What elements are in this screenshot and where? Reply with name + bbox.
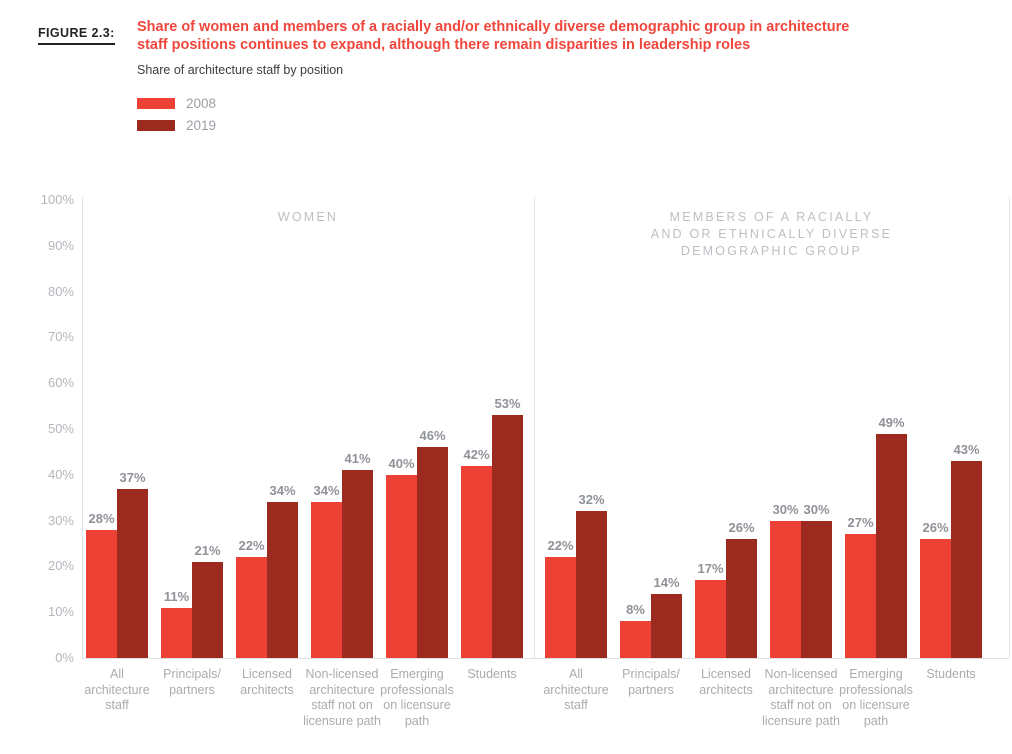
bar-value-label-2019-licensed-architects: 26% <box>728 519 755 535</box>
bar-2019-licensed-architects <box>267 502 298 658</box>
y-axis-tick-label: 30% <box>47 512 74 528</box>
figure-title-line2: staff positions continues to expand, alt… <box>137 36 751 53</box>
bar-value-label-2019-principals-partners: 21% <box>194 542 221 558</box>
bar-2019-non-licensed-architecture-staff-not-on-licensure-path <box>342 470 373 658</box>
bar-value-label-2019-students: 43% <box>953 442 980 458</box>
bar-2008-emerging-professionals-on-licensure-path <box>386 474 417 658</box>
bar-value-label-2019-emerging-professionals-on-licensure-path: 49% <box>878 414 905 430</box>
y-axis-tick-label: 10% <box>47 604 74 620</box>
figure-label: FIGURE 2.3: <box>38 26 115 45</box>
bar-2019-emerging-professionals-on-licensure-path <box>417 447 448 658</box>
bar-2019-all-architecture-staff <box>117 488 148 658</box>
bar-2008-licensed-architects <box>236 557 267 658</box>
x-axis-baseline <box>82 658 1009 659</box>
bar-2019-students <box>951 461 982 658</box>
y-axis-tick-label: 40% <box>47 466 74 482</box>
y-axis-tick-label: 90% <box>47 237 74 253</box>
bar-value-label-2008-principals-partners: 8% <box>626 602 645 618</box>
bar-value-label-2019-all-architecture-staff: 37% <box>119 469 146 485</box>
bar-value-label-2008-licensed-architects: 17% <box>697 561 724 577</box>
bar-value-label-2008-emerging-professionals-on-licensure-path: 27% <box>847 515 874 531</box>
bar-2008-all-architecture-staff <box>545 557 576 658</box>
bar-2008-principals-partners <box>620 621 651 658</box>
category-label-all-architecture-staff: All architecture staff <box>84 667 150 712</box>
bar-value-label-2008-non-licensed-architecture-staff-not-on-licensure-path: 30% <box>772 501 799 517</box>
bar-value-label-2008-licensed-architects: 22% <box>238 538 265 554</box>
legend-swatch-2019 <box>137 120 175 131</box>
category-label-non-licensed-architecture-staff-not-on-licensure-path: Non-licensed architecture staff not on l… <box>762 667 840 728</box>
legend-item-2019: 2019 <box>137 118 216 133</box>
bar-2008-principals-partners <box>161 607 192 658</box>
bar-2008-students <box>461 465 492 658</box>
category-label-all-architecture-staff: All architecture staff <box>543 667 609 712</box>
legend-label: 2008 <box>186 96 217 111</box>
bar-value-label-2008-emerging-professionals-on-licensure-path: 40% <box>388 455 415 471</box>
bar-2019-principals-partners <box>192 561 223 658</box>
y-axis-tick-label: 50% <box>47 421 74 436</box>
category-label-licensed-architects: Licensed architects <box>699 667 753 697</box>
bar-value-label-2008-all-architecture-staff: 28% <box>88 510 115 526</box>
category-label-principals-partners: Principals/ partners <box>622 667 680 697</box>
bar-value-label-2019-non-licensed-architecture-staff-not-on-licensure-path: 41% <box>344 451 371 467</box>
bar-value-label-2019-non-licensed-architecture-staff-not-on-licensure-path: 30% <box>803 501 830 517</box>
category-label-non-licensed-architecture-staff-not-on-licensure-path: Non-licensed architecture staff not on l… <box>303 667 381 728</box>
bar-2008-non-licensed-architecture-staff-not-on-licensure-path <box>770 520 801 658</box>
bar-value-label-2019-all-architecture-staff: 32% <box>578 492 605 508</box>
y-axis-tick-label: 80% <box>47 283 74 299</box>
category-label-emerging-professionals-on-licensure-path: Emerging professionals on licensure path <box>839 667 913 728</box>
figure-title: Share of women and members of a racially… <box>137 19 1007 54</box>
legend-swatch-2008 <box>137 98 175 109</box>
bar-2008-students <box>920 538 951 658</box>
bar-value-label-2019-students: 53% <box>494 396 521 412</box>
panel-title-women: WOMEN <box>277 210 339 224</box>
y-axis-line <box>82 197 83 658</box>
legend-label: 2019 <box>186 118 217 133</box>
bar-2019-emerging-professionals-on-licensure-path <box>876 433 907 658</box>
bar-2019-principals-partners <box>651 593 682 658</box>
y-axis-tick-label: 70% <box>47 329 74 345</box>
bar-2008-non-licensed-architecture-staff-not-on-licensure-path <box>311 502 342 658</box>
bar-2019-students <box>492 415 523 658</box>
y-axis-tick-label: 100% <box>40 192 74 207</box>
category-label-students: Students <box>467 667 517 681</box>
y-axis-tick-label: 20% <box>47 558 74 574</box>
bar-value-label-2008-principals-partners: 11% <box>163 588 190 604</box>
bar-value-label-2019-emerging-professionals-on-licensure-path: 46% <box>419 428 446 444</box>
bar-2019-all-architecture-staff <box>576 511 607 658</box>
category-label-licensed-architects: Licensed architects <box>240 667 294 697</box>
bar-value-label-2008-all-architecture-staff: 22% <box>547 538 574 554</box>
bar-2008-all-architecture-staff <box>86 529 117 658</box>
figure-title-line1: Share of women and members of a racially… <box>137 19 850 35</box>
bar-2008-emerging-professionals-on-licensure-path <box>845 534 876 658</box>
bar-2019-licensed-architects <box>726 538 757 658</box>
bar-2008-licensed-architects <box>695 580 726 658</box>
bar-value-label-2008-students: 26% <box>922 519 949 535</box>
panel-title-diverse-group: MEMBERS OF A RACIALLY AND OR ETHNICALLY … <box>650 210 893 258</box>
y-axis-tick-label: 60% <box>47 375 74 391</box>
category-label-students: Students <box>926 667 976 681</box>
bar-value-label-2019-principals-partners: 14% <box>653 574 680 590</box>
bar-value-label-2008-non-licensed-architecture-staff-not-on-licensure-path: 34% <box>313 483 340 499</box>
category-label-emerging-professionals-on-licensure-path: Emerging professionals on licensure path <box>380 667 454 728</box>
figure-subtitle: Share of architecture staff by position <box>137 63 344 77</box>
bar-value-label-2019-licensed-architects: 34% <box>269 483 296 499</box>
bar-value-label-2008-students: 42% <box>463 446 490 462</box>
plot-right-border-line <box>1009 197 1010 658</box>
bar-2019-non-licensed-architecture-staff-not-on-licensure-path <box>801 520 832 658</box>
panel-divider-line <box>534 197 535 658</box>
legend-item-2008: 2008 <box>137 96 216 111</box>
y-axis-tick-label: 0% <box>55 650 74 665</box>
category-label-principals-partners: Principals/ partners <box>163 667 221 697</box>
